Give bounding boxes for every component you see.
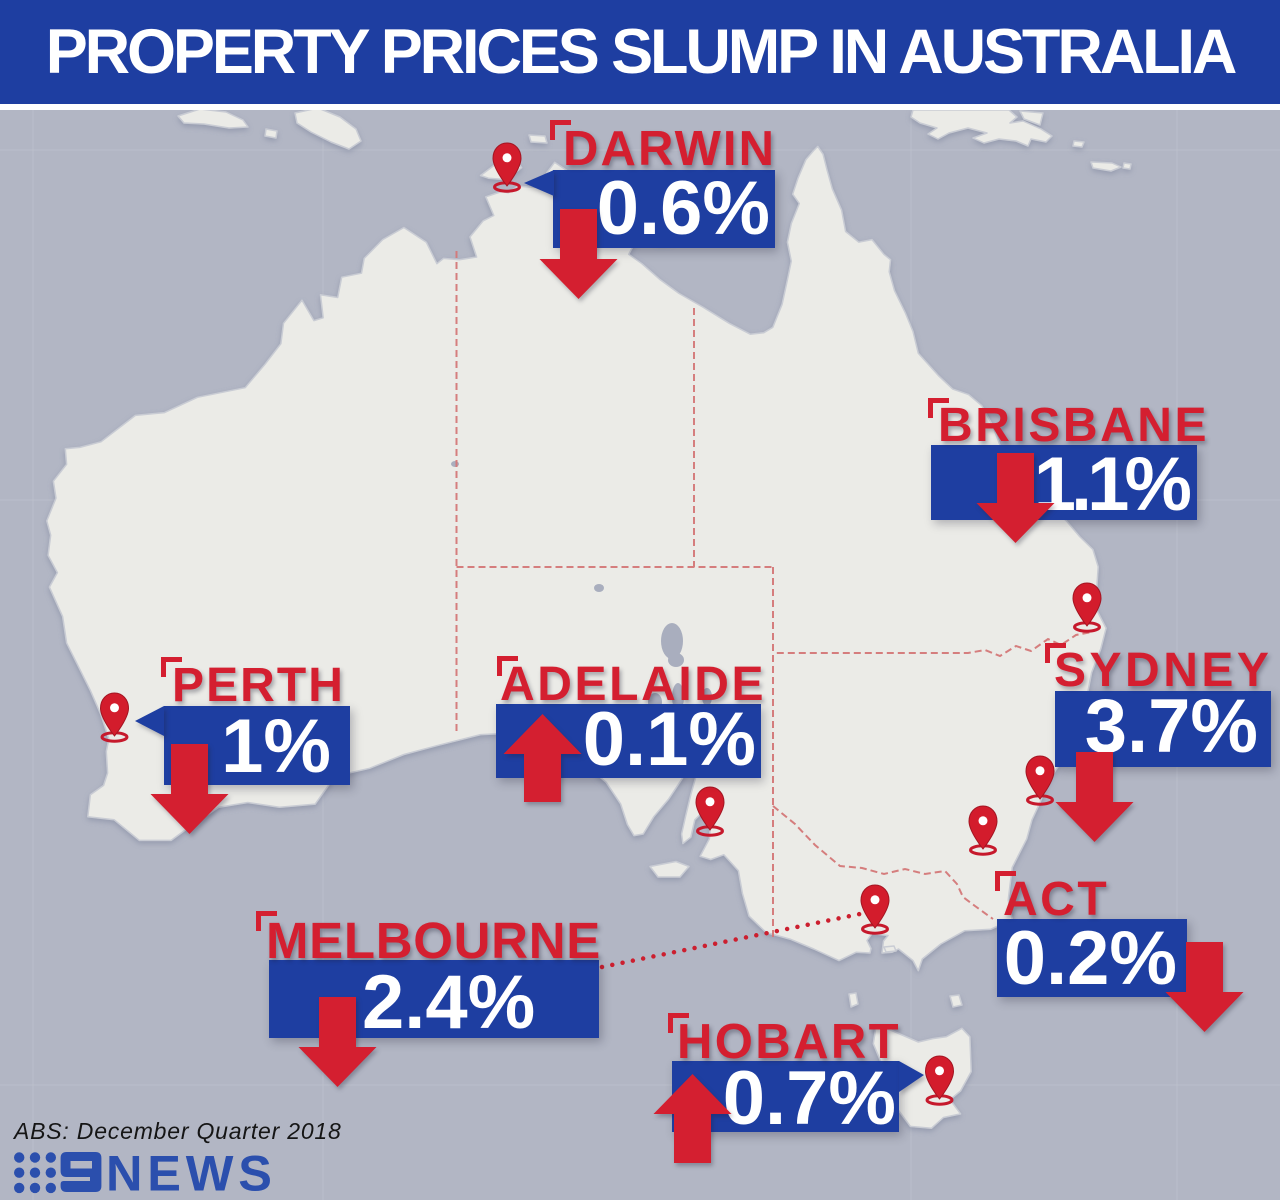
svg-text:NEWS: NEWS [106,1150,277,1195]
